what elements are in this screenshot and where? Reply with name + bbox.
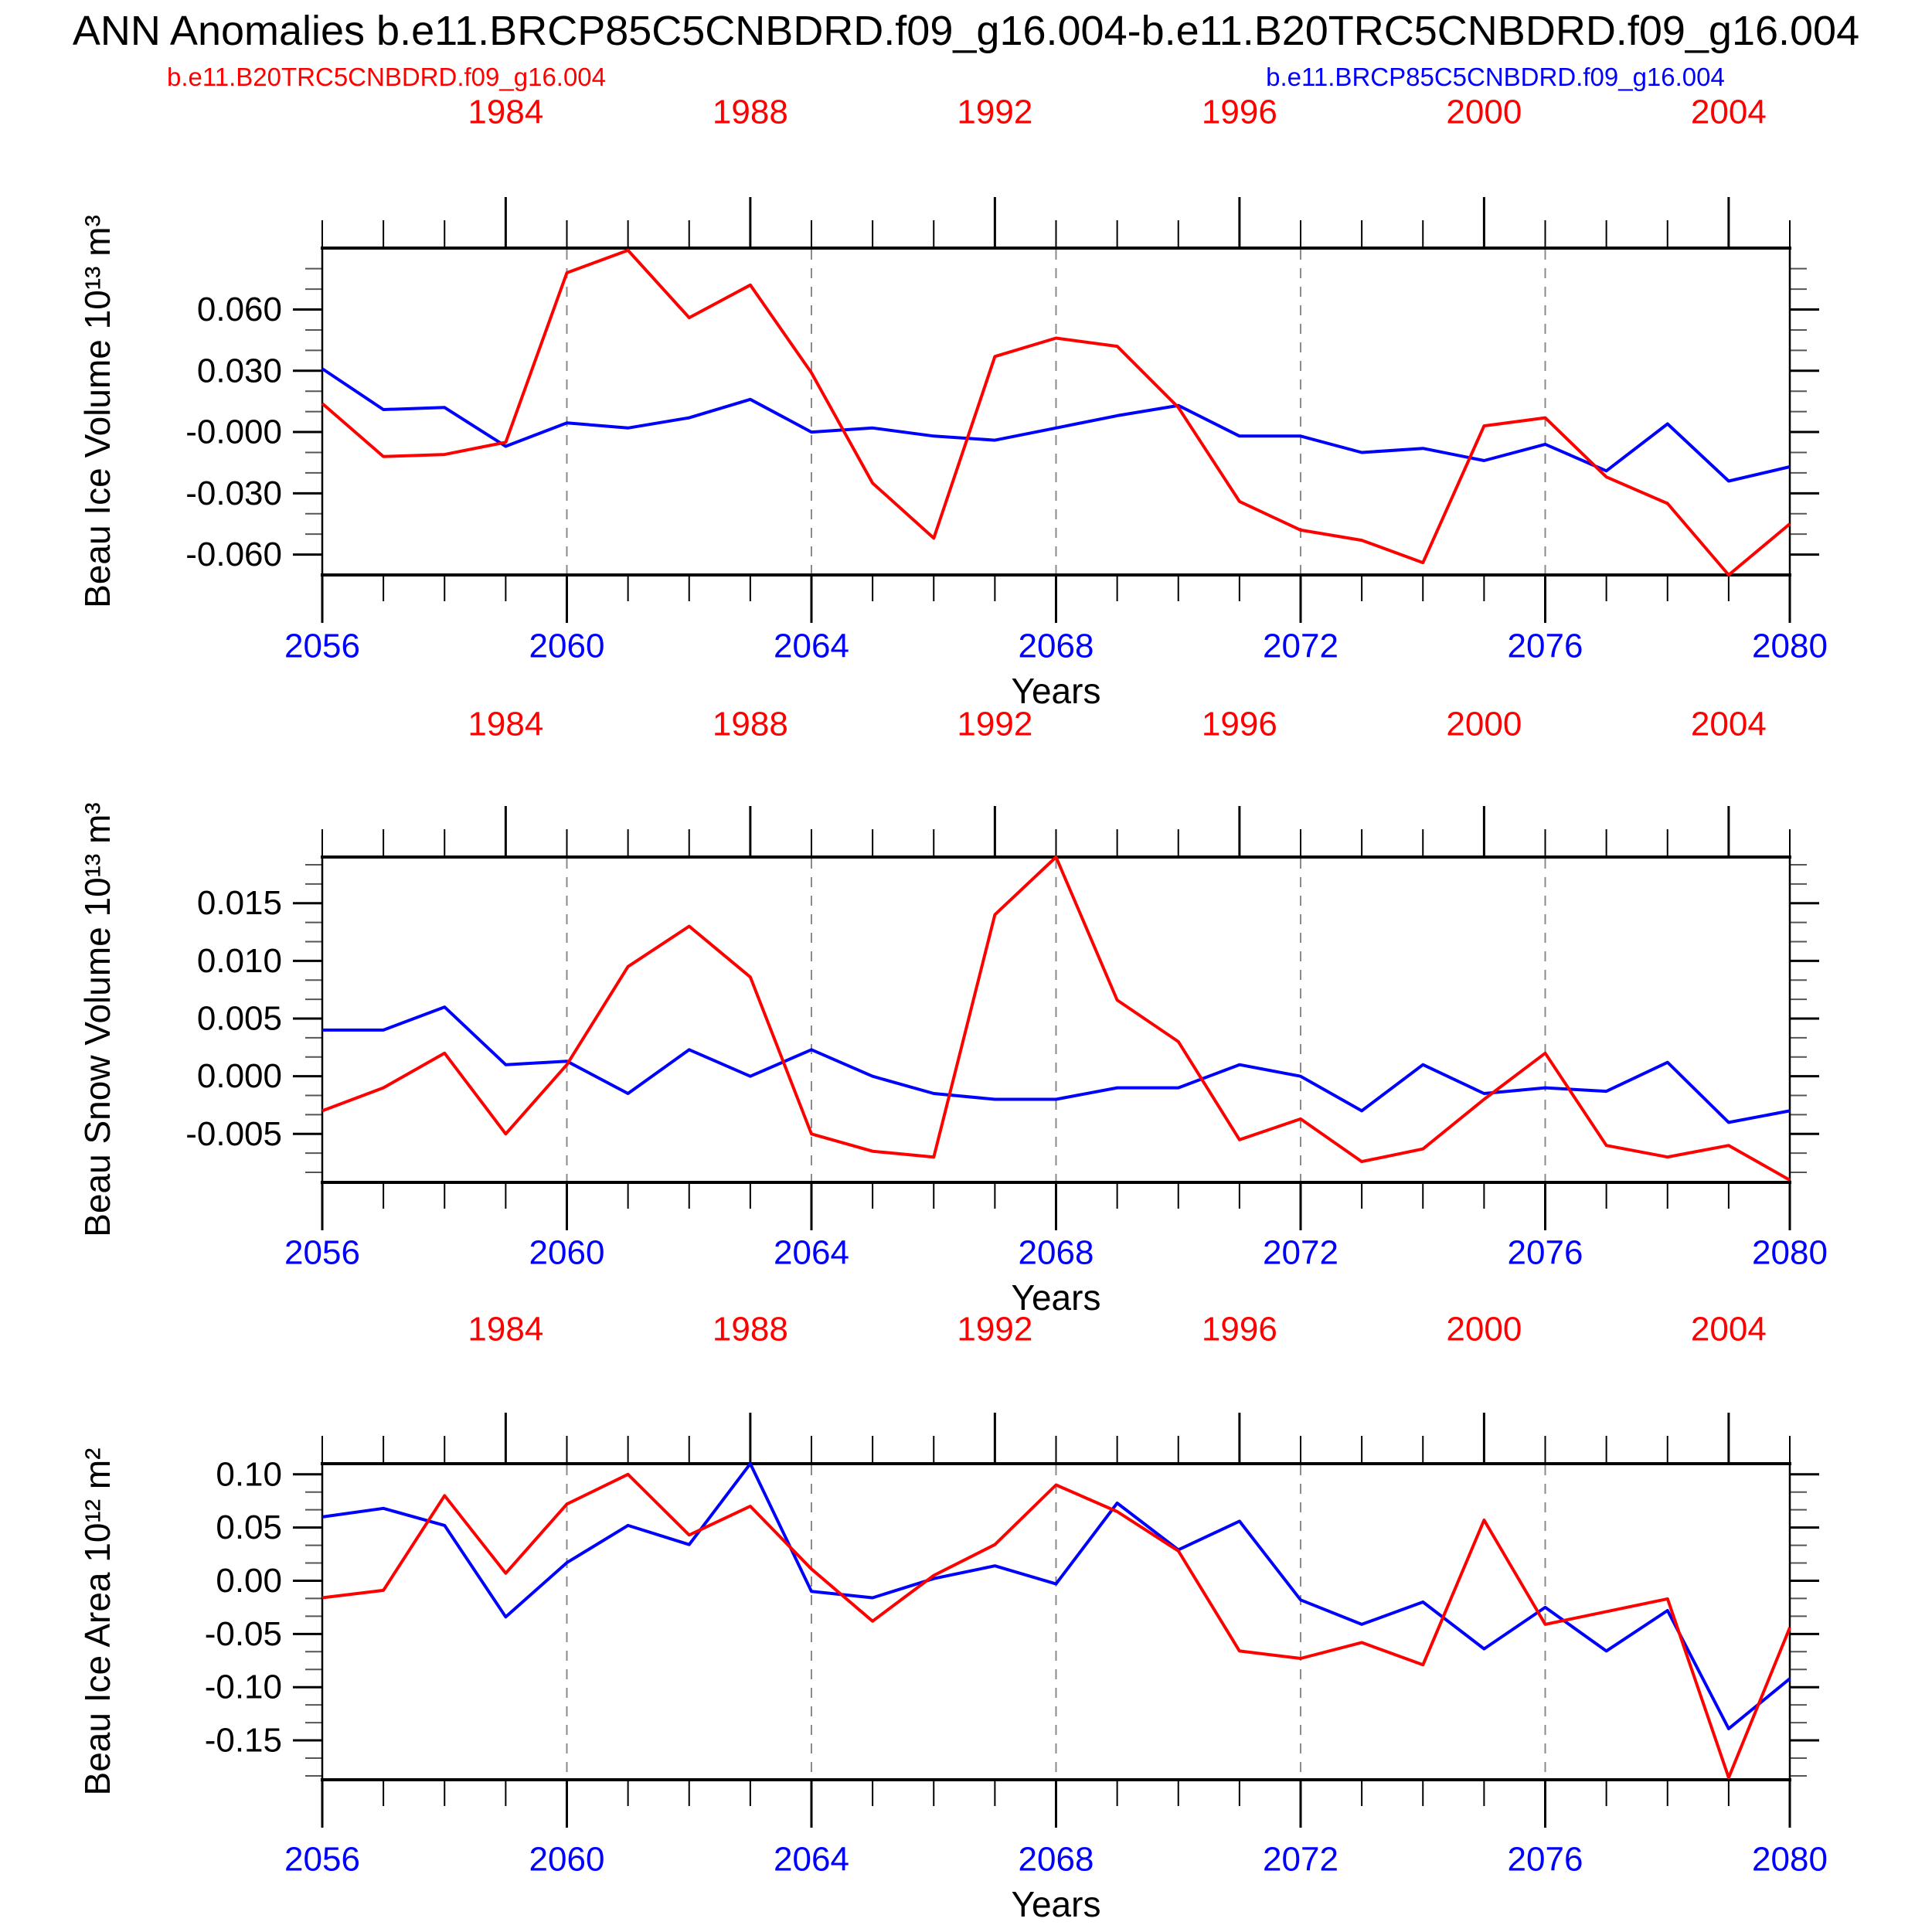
svg-text:Beau Ice Area 10¹² m²: Beau Ice Area 10¹² m² xyxy=(77,1448,117,1796)
svg-text:2004: 2004 xyxy=(1691,94,1767,131)
svg-text:2064: 2064 xyxy=(774,1841,849,1879)
svg-text:1988: 1988 xyxy=(713,706,788,743)
svg-text:2072: 2072 xyxy=(1263,628,1338,665)
svg-text:0.010: 0.010 xyxy=(197,942,282,980)
legend-label-red-series: b.e11.B20TRC5CNBDRD.f09_g16.004 xyxy=(166,63,607,91)
svg-text:-0.000: -0.000 xyxy=(185,413,282,451)
svg-text:Years: Years xyxy=(1012,1884,1101,1924)
svg-text:2064: 2064 xyxy=(774,628,849,665)
svg-text:0.000: 0.000 xyxy=(197,1057,282,1095)
svg-text:2056: 2056 xyxy=(284,1841,360,1879)
svg-text:1988: 1988 xyxy=(713,1311,788,1349)
svg-text:Beau Snow Volume 10¹³ m³: Beau Snow Volume 10¹³ m³ xyxy=(77,802,117,1237)
svg-text:0.030: 0.030 xyxy=(197,352,282,389)
svg-text:2068: 2068 xyxy=(1019,628,1094,665)
svg-text:0.05: 0.05 xyxy=(216,1509,282,1546)
svg-text:1992: 1992 xyxy=(957,94,1032,131)
svg-text:1992: 1992 xyxy=(957,1311,1032,1349)
svg-text:1996: 1996 xyxy=(1202,94,1277,131)
svg-text:2076: 2076 xyxy=(1508,1841,1583,1879)
svg-text:2060: 2060 xyxy=(529,1841,605,1879)
svg-text:2064: 2064 xyxy=(774,1234,849,1272)
svg-text:2060: 2060 xyxy=(529,1234,605,1272)
svg-text:2068: 2068 xyxy=(1019,1841,1094,1879)
svg-text:1984: 1984 xyxy=(468,94,543,131)
svg-text:2080: 2080 xyxy=(1752,628,1828,665)
svg-text:0.060: 0.060 xyxy=(197,291,282,328)
svg-text:Beau Ice Volume 10¹³ m³: Beau Ice Volume 10¹³ m³ xyxy=(77,215,117,608)
svg-text:2072: 2072 xyxy=(1263,1234,1338,1272)
legend-label-blue-series: b.e11.BRCP85C5CNBDRD.f09_g16.004 xyxy=(1266,63,1725,91)
svg-text:2000: 2000 xyxy=(1446,706,1522,743)
svg-text:1992: 1992 xyxy=(957,706,1032,743)
svg-text:0.00: 0.00 xyxy=(216,1562,282,1600)
svg-text:2076: 2076 xyxy=(1508,1234,1583,1272)
svg-text:2068: 2068 xyxy=(1019,1234,1094,1272)
svg-text:0.015: 0.015 xyxy=(197,884,282,922)
svg-text:-0.005: -0.005 xyxy=(185,1115,282,1153)
svg-text:1988: 1988 xyxy=(713,94,788,131)
svg-text:1996: 1996 xyxy=(1202,1311,1277,1349)
chart-title: ANN Anomalies b.e11.BRCP85C5CNBDRD.f09_g… xyxy=(72,8,1860,54)
svg-text:2080: 2080 xyxy=(1752,1841,1828,1879)
svg-text:-0.15: -0.15 xyxy=(205,1722,282,1760)
svg-text:2076: 2076 xyxy=(1508,628,1583,665)
svg-text:2004: 2004 xyxy=(1691,706,1767,743)
svg-text:2004: 2004 xyxy=(1691,1311,1767,1349)
svg-text:0.005: 0.005 xyxy=(197,1000,282,1038)
svg-text:0.10: 0.10 xyxy=(216,1455,282,1493)
svg-text:2072: 2072 xyxy=(1263,1841,1338,1879)
svg-text:2056: 2056 xyxy=(284,628,360,665)
svg-text:2060: 2060 xyxy=(529,628,605,665)
svg-text:2000: 2000 xyxy=(1446,1311,1522,1349)
svg-text:Years: Years xyxy=(1012,1277,1101,1318)
svg-text:1984: 1984 xyxy=(468,706,543,743)
svg-text:-0.05: -0.05 xyxy=(205,1615,282,1653)
svg-text:2056: 2056 xyxy=(284,1234,360,1272)
svg-text:-0.10: -0.10 xyxy=(205,1668,282,1706)
svg-text:1984: 1984 xyxy=(468,1311,543,1349)
svg-text:Years: Years xyxy=(1012,671,1101,711)
svg-text:1996: 1996 xyxy=(1202,706,1277,743)
svg-text:2000: 2000 xyxy=(1446,94,1522,131)
svg-text:-0.060: -0.060 xyxy=(185,536,282,573)
svg-text:2080: 2080 xyxy=(1752,1234,1828,1272)
svg-text:-0.030: -0.030 xyxy=(185,474,282,512)
